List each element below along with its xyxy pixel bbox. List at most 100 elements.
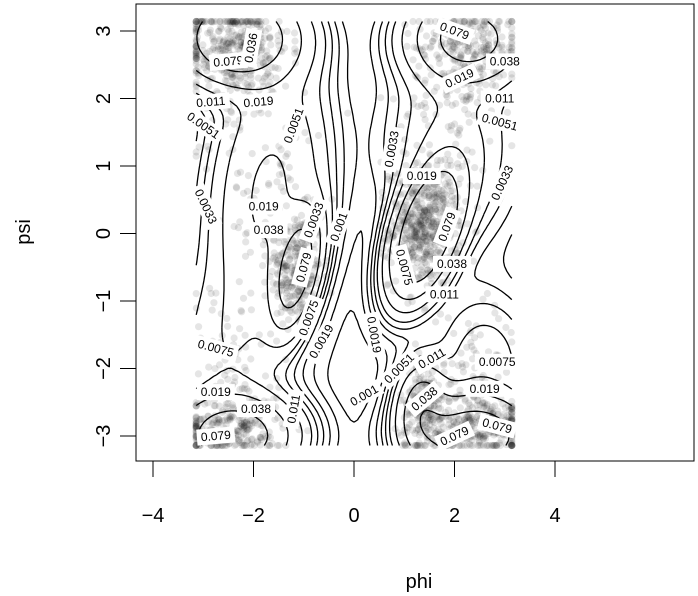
data-point — [269, 279, 277, 287]
data-point — [249, 20, 257, 29]
data-point — [219, 441, 227, 450]
data-point — [210, 37, 218, 45]
data-point — [288, 292, 296, 300]
data-point — [436, 248, 444, 256]
data-point — [229, 17, 237, 26]
data-point — [268, 63, 276, 71]
data-point — [427, 275, 435, 283]
data-point — [402, 441, 410, 450]
data-point — [444, 123, 452, 131]
data-point — [409, 56, 417, 64]
data-point — [412, 234, 420, 242]
x-tick-label: 0 — [348, 505, 359, 527]
data-point — [254, 74, 262, 82]
data-point — [417, 230, 426, 238]
data-point — [261, 53, 269, 61]
data-point — [452, 100, 460, 108]
data-point — [477, 44, 485, 52]
contour-label: 0.079 — [200, 428, 231, 445]
data-point — [229, 403, 237, 411]
data-point — [446, 156, 454, 164]
data-point — [228, 27, 236, 36]
data-point — [429, 220, 438, 228]
data-point — [291, 248, 300, 256]
data-point — [421, 213, 429, 221]
data-point — [261, 144, 269, 152]
data-point — [215, 361, 224, 369]
data-point — [266, 383, 274, 391]
data-point — [294, 287, 302, 295]
data-point — [282, 82, 290, 90]
data-point — [286, 307, 294, 315]
data-point — [237, 74, 245, 82]
data-point — [402, 162, 410, 170]
data-point — [452, 201, 460, 209]
data-point — [308, 276, 316, 284]
data-point — [228, 38, 236, 46]
data-point — [250, 110, 258, 118]
data-point — [248, 416, 256, 424]
data-point — [285, 283, 293, 291]
data-point — [426, 239, 434, 247]
data-point — [414, 218, 422, 227]
data-point — [418, 269, 426, 277]
data-point — [415, 204, 423, 212]
contour-label: 0.019 — [249, 200, 279, 214]
data-point — [224, 399, 232, 408]
data-point — [236, 32, 244, 41]
data-point — [218, 441, 226, 450]
data-point — [408, 187, 416, 195]
data-point — [402, 226, 410, 234]
data-point — [435, 55, 443, 63]
data-point — [274, 37, 282, 45]
data-point — [440, 361, 448, 369]
data-point — [442, 39, 450, 48]
contour-label-group: 0.011 — [425, 286, 464, 303]
data-point — [410, 43, 418, 51]
data-point — [411, 228, 419, 236]
data-point — [478, 17, 486, 26]
data-point — [272, 256, 280, 264]
data-point — [507, 441, 515, 450]
data-point — [291, 252, 299, 260]
data-point — [192, 48, 200, 56]
data-point — [265, 56, 273, 64]
data-point — [461, 106, 469, 114]
data-point — [428, 279, 436, 288]
data-point — [408, 249, 416, 257]
data-point — [245, 421, 253, 429]
data-point — [460, 17, 468, 26]
data-point — [275, 256, 283, 264]
data-point — [275, 441, 283, 450]
data-point — [214, 419, 222, 427]
data-point — [203, 67, 211, 75]
data-point — [293, 229, 301, 237]
data-point — [425, 183, 433, 191]
data-point — [192, 36, 200, 44]
data-point — [484, 41, 493, 49]
data-point — [456, 386, 464, 394]
data-point — [223, 72, 231, 80]
data-point — [472, 41, 480, 49]
data-point — [420, 189, 428, 197]
data-point — [475, 63, 483, 71]
data-point — [417, 233, 425, 241]
data-point — [421, 254, 429, 262]
data-point — [238, 17, 246, 26]
data-point — [243, 426, 251, 434]
data-point — [232, 426, 240, 434]
data-point — [283, 266, 291, 274]
data-point — [430, 35, 438, 43]
data-point — [224, 375, 232, 383]
data-point — [192, 422, 200, 430]
data-point — [425, 192, 433, 200]
data-point — [248, 422, 256, 430]
data-point — [291, 45, 299, 53]
data-point — [286, 256, 294, 264]
data-point — [272, 280, 281, 288]
data-point — [238, 308, 246, 316]
data-point — [221, 441, 229, 450]
data-point — [196, 415, 204, 424]
contour-label-group: 0.019 — [402, 168, 441, 185]
data-point — [252, 186, 260, 195]
